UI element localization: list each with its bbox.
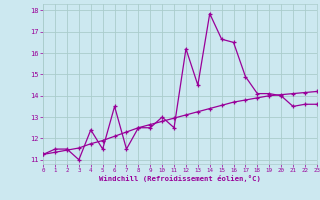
X-axis label: Windchill (Refroidissement éolien,°C): Windchill (Refroidissement éolien,°C): [99, 175, 261, 182]
